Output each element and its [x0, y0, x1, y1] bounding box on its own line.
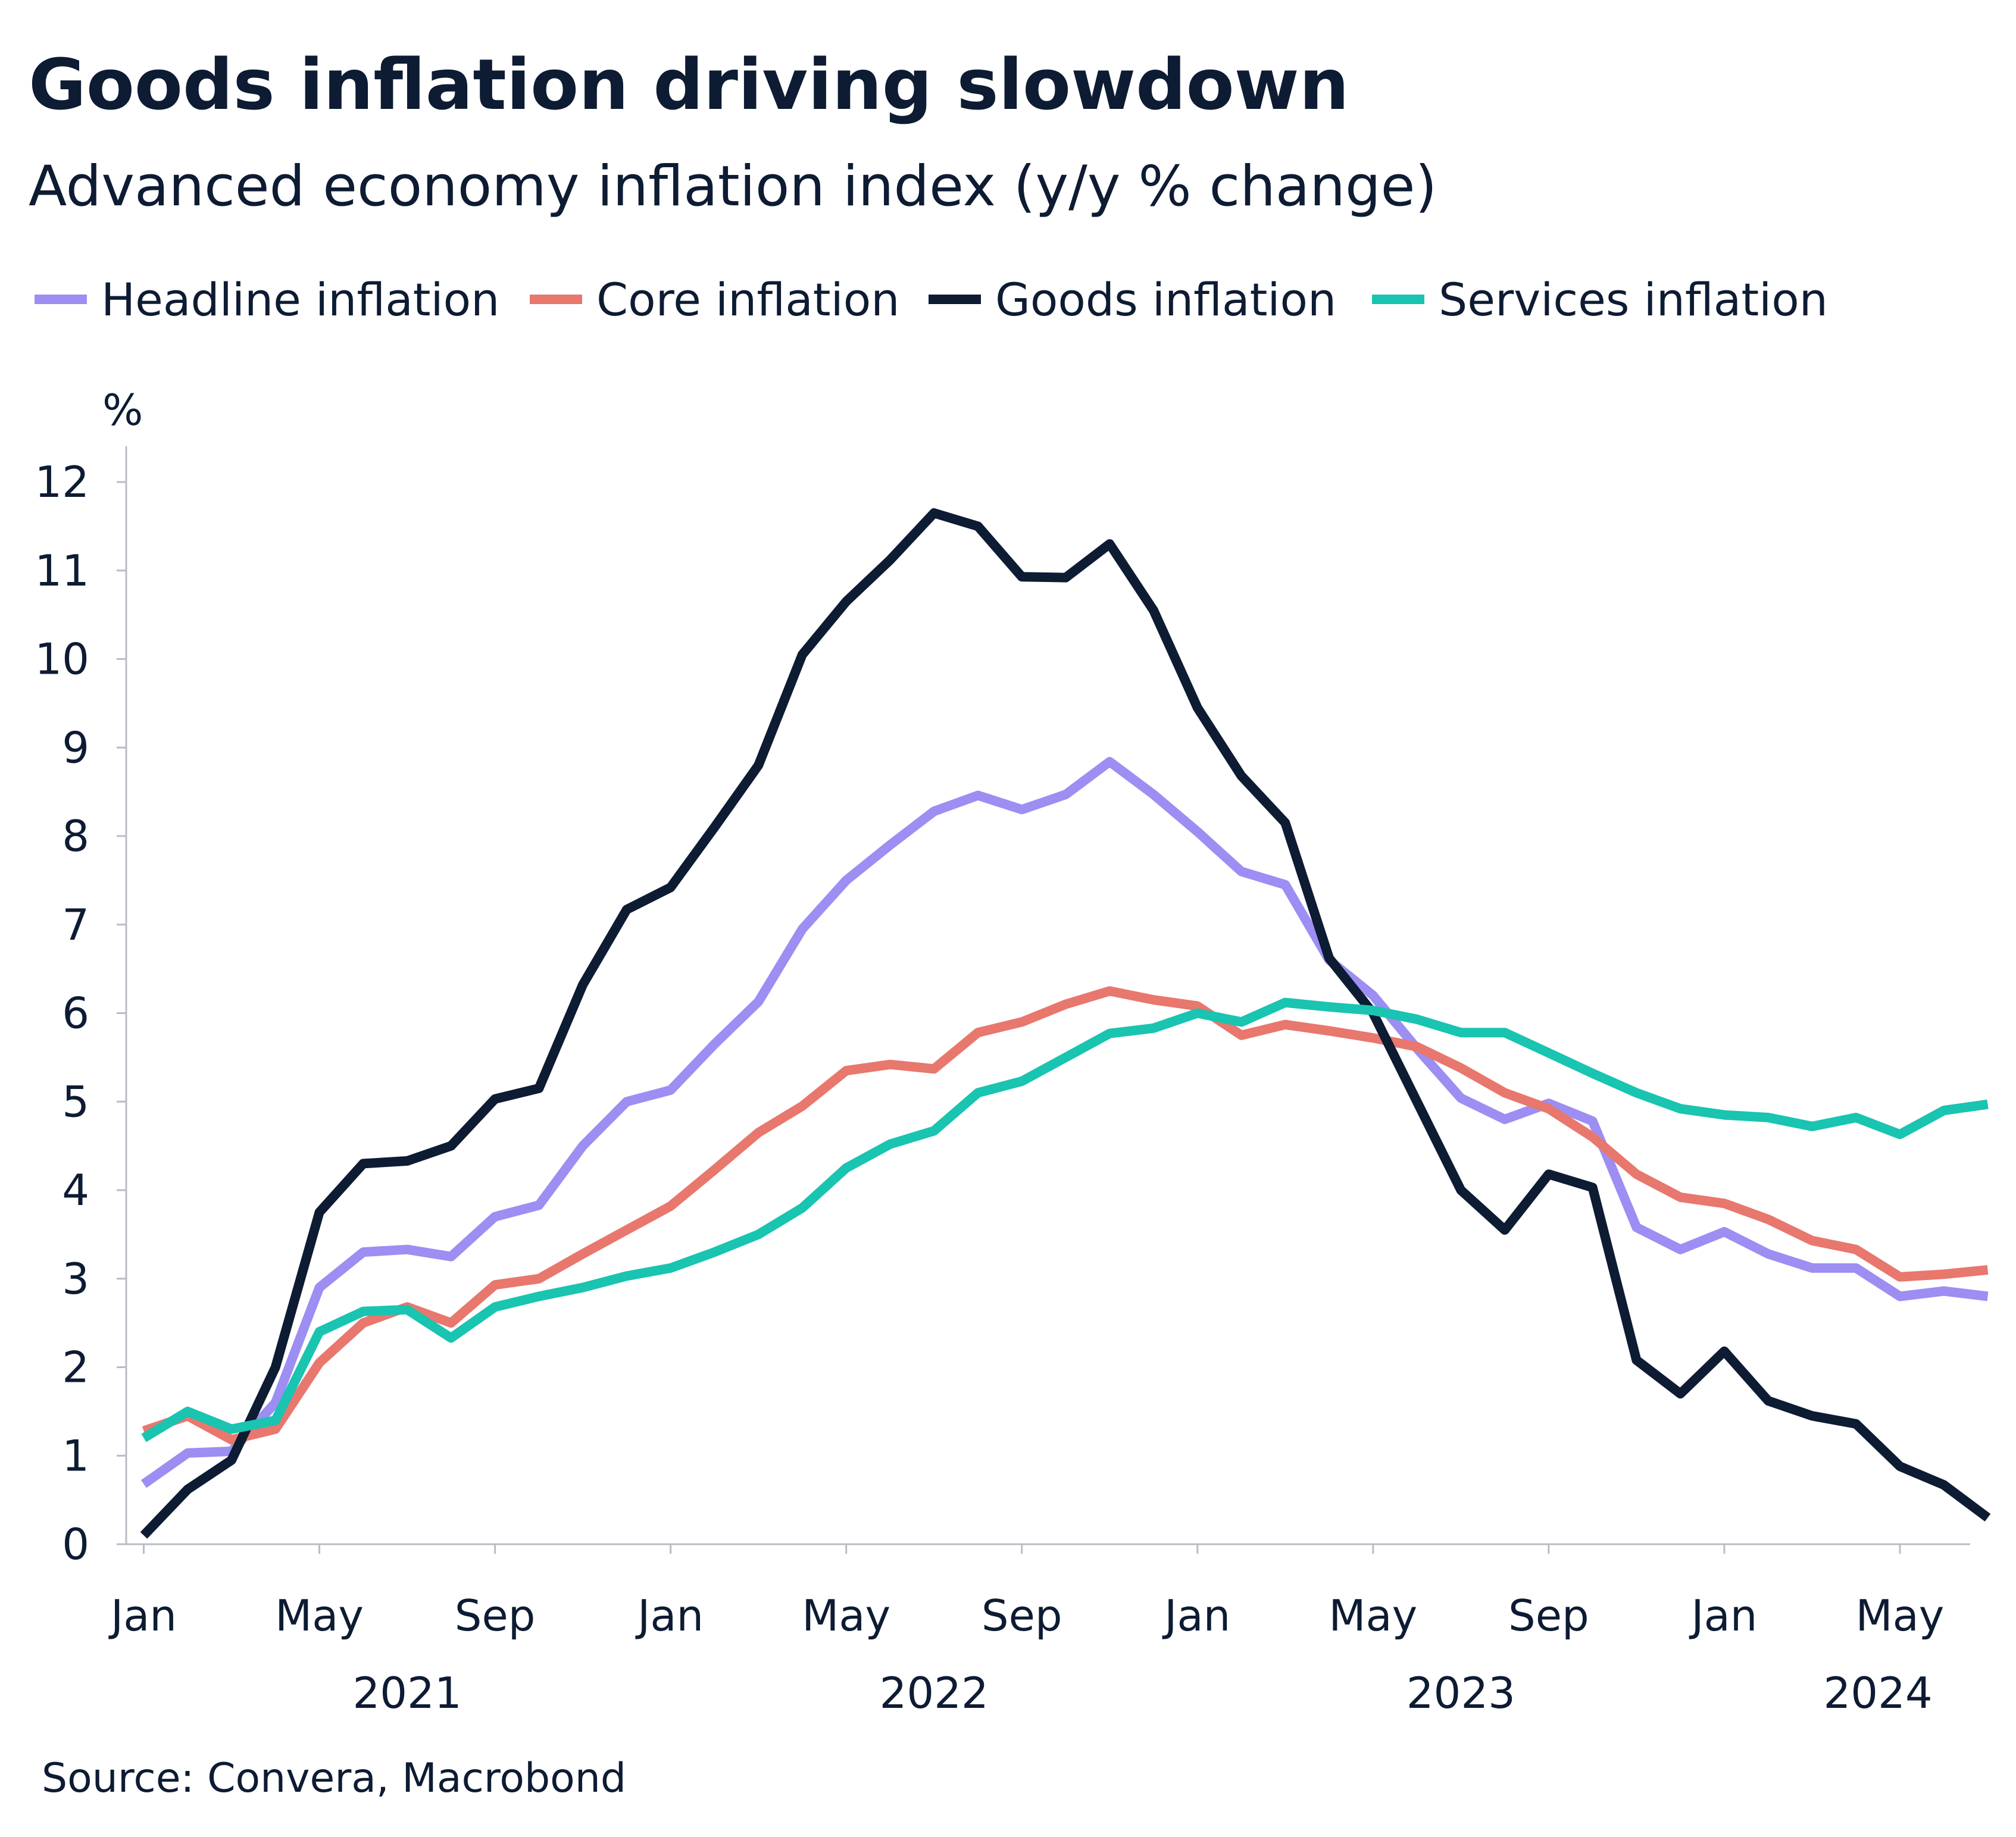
legend-label-1: Core inflation: [596, 273, 899, 326]
legend-label-0: Headline inflation: [101, 273, 499, 326]
y-tick-label-6: 6: [62, 988, 89, 1038]
source-note: Source: Convera, Macrobond: [42, 1755, 626, 1802]
y-tick-label-7: 7: [62, 900, 89, 950]
x-tick-label-3: Jan: [635, 1591, 704, 1641]
x-tick-label-7: May: [1329, 1591, 1417, 1641]
y-tick-label-11: 11: [35, 546, 89, 596]
chart-title: Goods inflation driving slowdown: [29, 43, 1349, 126]
y-tick-label-1: 1: [62, 1431, 89, 1481]
year-label-2021: 2021: [352, 1668, 461, 1718]
legend-label-3: Services inflation: [1439, 273, 1828, 326]
y-tick-label-12: 12: [35, 457, 89, 507]
year-label-2022: 2022: [880, 1668, 989, 1718]
series-line-core-inflation: [142, 986, 1989, 1445]
x-tick-label-4: May: [802, 1591, 890, 1641]
x-tick-label-10: May: [1856, 1591, 1945, 1641]
x-tick-label-9: Jan: [1689, 1591, 1757, 1641]
x-tick-label-6: Jan: [1162, 1591, 1230, 1641]
plot-area: [140, 508, 1991, 1539]
y-tick-label-0: 0: [62, 1519, 89, 1569]
series-line-headline-inflation: [140, 757, 1989, 1488]
y-tick-label-2: 2: [62, 1342, 89, 1392]
y-tick-label-5: 5: [62, 1076, 89, 1126]
y-tick-label-9: 9: [62, 722, 89, 772]
year-label-2023: 2023: [1406, 1668, 1515, 1718]
x-tick-label-5: Sep: [982, 1591, 1062, 1641]
year-label-2024: 2024: [1823, 1668, 1932, 1718]
y-tick-label-4: 4: [62, 1165, 89, 1215]
x-tick-label-8: Sep: [1508, 1591, 1589, 1641]
x-tick-label-0: Jan: [108, 1591, 177, 1641]
y-axis-unit: %: [102, 385, 143, 435]
x-tick-label-1: May: [275, 1591, 364, 1641]
y-tick-label-3: 3: [62, 1254, 89, 1304]
axes: [125, 446, 1970, 1545]
legend: Headline inflation Core inflation Goods in…: [35, 273, 1828, 326]
x-tick-label-2: Sep: [455, 1591, 536, 1641]
series-line-services-inflation: [141, 997, 1989, 1442]
chart-subtitle: Advanced economy inflation index (y/y % …: [29, 154, 1437, 219]
y-tick-label-8: 8: [62, 811, 89, 861]
series-line-goods-inflation: [140, 508, 1991, 1539]
y-tick-label-10: 10: [35, 634, 89, 684]
legend-label-2: Goods inflation: [995, 273, 1336, 326]
x-ticks: Jan May Sep Jan May Sep Jan May Sep Jan May 2021 202…: [108, 1544, 1944, 1718]
